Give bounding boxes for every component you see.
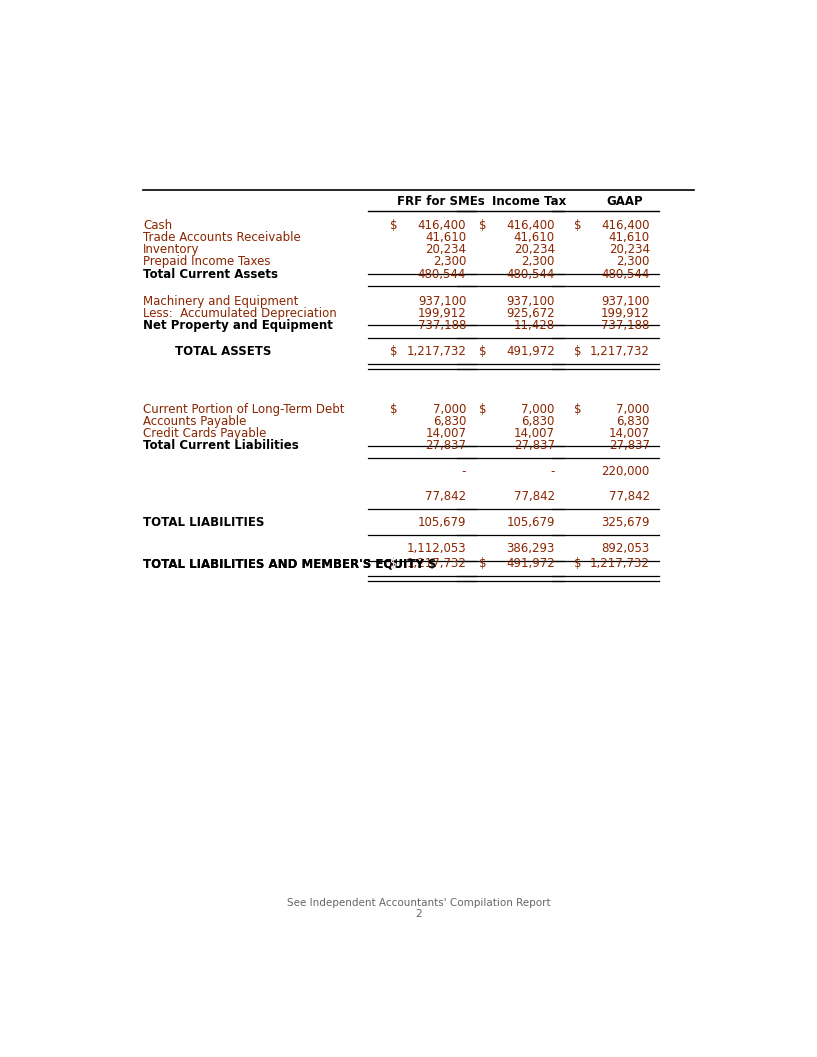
Text: 20,234: 20,234 [514, 243, 555, 256]
Text: 2,300: 2,300 [433, 256, 467, 268]
Text: Net Property and Equipment: Net Property and Equipment [143, 319, 333, 332]
Text: 416,400: 416,400 [417, 219, 467, 231]
Text: 1,217,732: 1,217,732 [406, 345, 467, 358]
Text: Cash: Cash [143, 219, 172, 231]
Text: $: $ [391, 403, 398, 415]
Text: FRF for SMEs: FRF for SMEs [397, 196, 484, 208]
Text: Trade Accounts Receivable: Trade Accounts Receivable [143, 231, 301, 244]
Text: 480,544: 480,544 [417, 267, 467, 281]
Text: 737,188: 737,188 [417, 319, 467, 332]
Text: Current Portion of Long-Term Debt: Current Portion of Long-Term Debt [143, 403, 345, 415]
Text: 20,234: 20,234 [609, 243, 650, 256]
Text: 20,234: 20,234 [425, 243, 467, 256]
Text: Income Tax: Income Tax [493, 196, 567, 208]
Text: 77,842: 77,842 [425, 489, 467, 503]
Text: 14,007: 14,007 [609, 427, 650, 440]
Text: 480,544: 480,544 [601, 267, 650, 281]
Text: Total Current Liabilities: Total Current Liabilities [143, 440, 299, 452]
Text: 416,400: 416,400 [601, 219, 650, 231]
Text: -: - [462, 465, 467, 478]
Text: See Independent Accountants' Compilation Report: See Independent Accountants' Compilation… [287, 898, 551, 908]
Text: 27,837: 27,837 [425, 440, 467, 452]
Text: 416,400: 416,400 [507, 219, 555, 231]
Text: 14,007: 14,007 [514, 427, 555, 440]
Text: 41,610: 41,610 [425, 231, 467, 244]
Text: Total Current Assets: Total Current Assets [143, 267, 279, 281]
Text: $: $ [574, 557, 582, 571]
Text: 2: 2 [415, 909, 422, 919]
Text: 6,830: 6,830 [521, 415, 555, 428]
Text: Accounts Payable: Accounts Payable [143, 415, 247, 428]
Text: 7,000: 7,000 [433, 403, 467, 415]
Text: $: $ [479, 345, 486, 358]
Text: 105,679: 105,679 [507, 516, 555, 528]
Text: 199,912: 199,912 [601, 307, 650, 319]
Text: -: - [551, 465, 555, 478]
Text: 925,672: 925,672 [507, 307, 555, 319]
Text: 105,679: 105,679 [417, 516, 467, 528]
Text: TOTAL LIABILITIES AND MEMBER'S EQUITY: TOTAL LIABILITIES AND MEMBER'S EQUITY [143, 557, 424, 571]
Text: $: $ [391, 557, 398, 571]
Text: 937,100: 937,100 [601, 295, 650, 308]
Text: 937,100: 937,100 [417, 295, 467, 308]
Text: $: $ [391, 219, 398, 231]
Text: 199,912: 199,912 [417, 307, 467, 319]
Text: Inventory: Inventory [143, 243, 200, 256]
Text: Machinery and Equipment: Machinery and Equipment [143, 295, 299, 308]
Text: 41,610: 41,610 [514, 231, 555, 244]
Text: 737,188: 737,188 [601, 319, 650, 332]
Text: 937,100: 937,100 [507, 295, 555, 308]
Text: 14,007: 14,007 [425, 427, 467, 440]
Text: 6,830: 6,830 [617, 415, 650, 428]
Text: TOTAL LIABILITIES: TOTAL LIABILITIES [143, 516, 265, 528]
Text: 6,830: 6,830 [433, 415, 467, 428]
Text: 1,217,732: 1,217,732 [590, 345, 650, 358]
Text: 77,842: 77,842 [514, 489, 555, 503]
Text: 27,837: 27,837 [609, 440, 650, 452]
Text: 7,000: 7,000 [617, 403, 650, 415]
Text: 325,679: 325,679 [601, 516, 650, 528]
Text: 11,428: 11,428 [514, 319, 555, 332]
Text: 491,972: 491,972 [506, 557, 555, 571]
Text: GAAP: GAAP [606, 196, 643, 208]
Text: 2,300: 2,300 [521, 256, 555, 268]
Text: $: $ [391, 557, 398, 571]
Text: 41,610: 41,610 [609, 231, 650, 244]
Text: 892,053: 892,053 [601, 542, 650, 555]
Text: TOTAL LIABILITIES AND MEMBER'S EQUITY $: TOTAL LIABILITIES AND MEMBER'S EQUITY $ [143, 557, 436, 571]
Text: $: $ [479, 219, 486, 231]
Text: 480,544: 480,544 [507, 267, 555, 281]
Text: $: $ [479, 403, 486, 415]
Text: 77,842: 77,842 [609, 489, 650, 503]
Text: Less:  Accumulated Depreciation: Less: Accumulated Depreciation [143, 307, 337, 319]
Text: 1,217,732: 1,217,732 [406, 557, 467, 571]
Text: $: $ [574, 219, 582, 231]
Text: $: $ [574, 345, 582, 358]
Text: 1,112,053: 1,112,053 [407, 542, 467, 555]
Text: 386,293: 386,293 [507, 542, 555, 555]
Text: 2,300: 2,300 [617, 256, 650, 268]
Text: 1,217,732: 1,217,732 [590, 557, 650, 571]
Text: $: $ [574, 403, 582, 415]
Text: 491,972: 491,972 [506, 345, 555, 358]
Text: 27,837: 27,837 [514, 440, 555, 452]
Text: 7,000: 7,000 [521, 403, 555, 415]
Text: Prepaid Income Taxes: Prepaid Income Taxes [143, 256, 270, 268]
Text: TOTAL ASSETS: TOTAL ASSETS [175, 345, 271, 358]
Text: 220,000: 220,000 [601, 465, 650, 478]
Text: $: $ [479, 557, 486, 571]
Text: Credit Cards Payable: Credit Cards Payable [143, 427, 266, 440]
Text: $: $ [391, 345, 398, 358]
